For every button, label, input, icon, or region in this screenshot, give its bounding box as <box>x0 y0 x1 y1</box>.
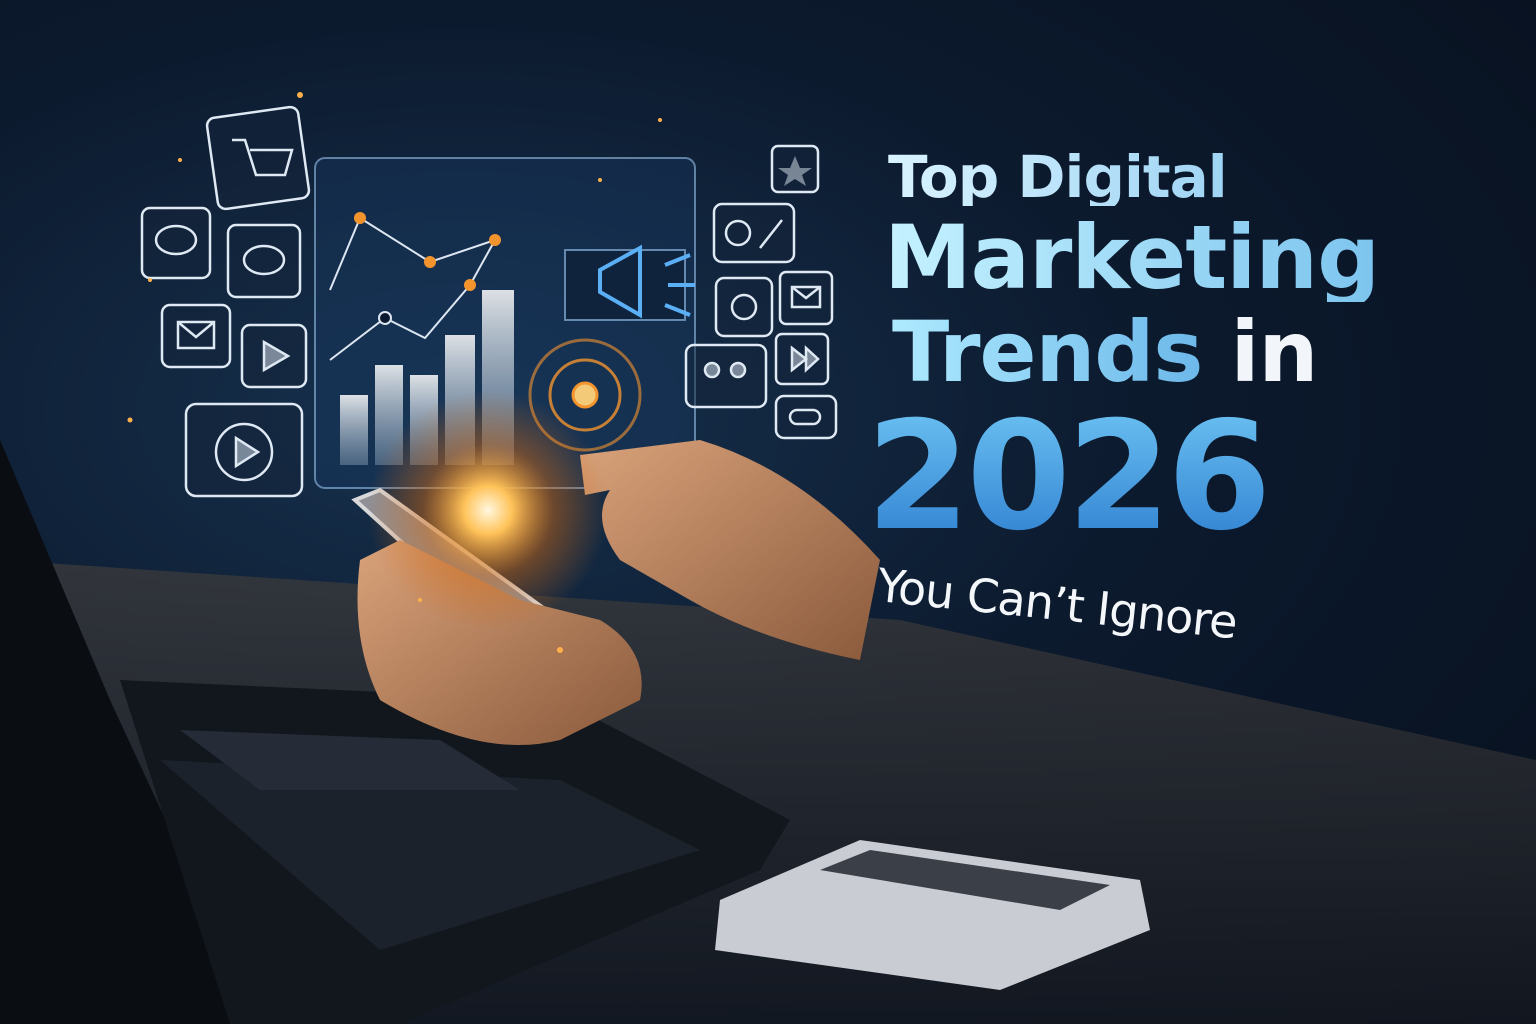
mail-icon <box>160 303 232 369</box>
calculator <box>715 840 1150 990</box>
headline-word-in: in <box>1230 303 1319 401</box>
mail-icon <box>778 270 834 326</box>
holo-panel <box>314 157 696 489</box>
play-circle-icon <box>184 402 304 498</box>
chat-bubble-icon <box>140 206 212 280</box>
headline-line-3: Trends in <box>892 310 1318 394</box>
line-graph-icon <box>329 212 501 361</box>
light-glow <box>368 390 608 630</box>
globe-pen-icon <box>712 202 796 264</box>
shopping-cart-icon <box>205 105 311 211</box>
sparkles <box>127 92 662 653</box>
megaphone-icon <box>564 244 695 321</box>
headline-year: 2026 <box>866 390 1271 564</box>
laptop <box>0 440 790 1024</box>
link-icon <box>774 394 838 440</box>
headline-word-trends: Trends <box>892 303 1203 401</box>
at-sign-icon <box>714 276 774 338</box>
team-icon <box>684 343 768 409</box>
headline-line-2: Marketing <box>884 206 1380 309</box>
star-icon <box>770 144 820 194</box>
chat-bubble-icon <box>226 223 302 299</box>
headline-line-1: Top Digital <box>888 143 1228 211</box>
video-play-icon <box>240 323 308 389</box>
forward-icon <box>774 332 830 386</box>
